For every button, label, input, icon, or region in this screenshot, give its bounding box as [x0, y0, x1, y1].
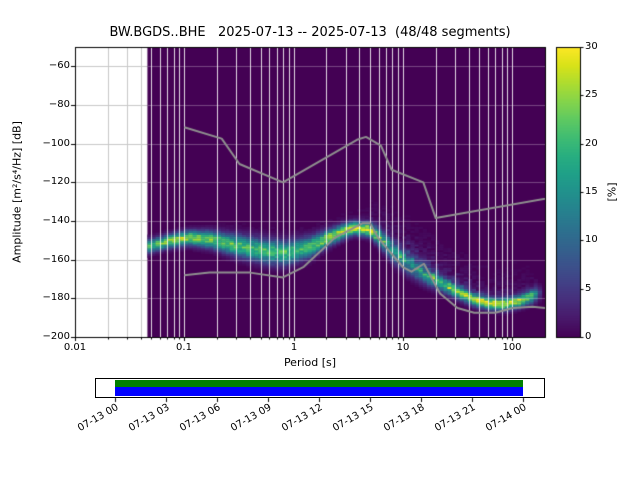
timeline-bar: [95, 378, 545, 398]
chart-title: BW.BGDS..BHE 2025-07-13 -- 2025-07-13 (4…: [109, 25, 511, 40]
colorbar-tick-label: 20: [585, 138, 598, 149]
timeline-coverage-blue: [115, 387, 523, 396]
colorbar-tick-label: 5: [585, 283, 592, 294]
y-tick-label: −120: [42, 176, 70, 187]
y-tick-label: −160: [42, 254, 70, 265]
y-tick-label: −200: [42, 331, 70, 342]
y-tick-label: −140: [42, 215, 70, 226]
colorbar-tick-label: 25: [585, 89, 598, 100]
y-tick-label: −80: [48, 99, 70, 110]
x-tick-label: 10: [396, 342, 410, 353]
y-tick-label: −180: [42, 292, 70, 303]
colorbar-tick-label: 10: [585, 234, 598, 245]
y-tick-label: −100: [42, 138, 70, 149]
x-tick-label: 0.1: [176, 342, 192, 353]
colorbar-tick-label: 0: [585, 331, 592, 342]
x-tick-label: 100: [502, 342, 522, 353]
y-tick-label: −60: [48, 60, 70, 71]
colorbar-tick-label: 15: [585, 186, 598, 197]
colorbar-tick-label: 30: [585, 41, 598, 52]
x-tick-label: 1: [290, 342, 298, 353]
x-axis-label: Period [s]: [283, 356, 337, 369]
x-tick-label: 0.01: [63, 342, 87, 353]
timeline-coverage-green: [115, 380, 523, 387]
